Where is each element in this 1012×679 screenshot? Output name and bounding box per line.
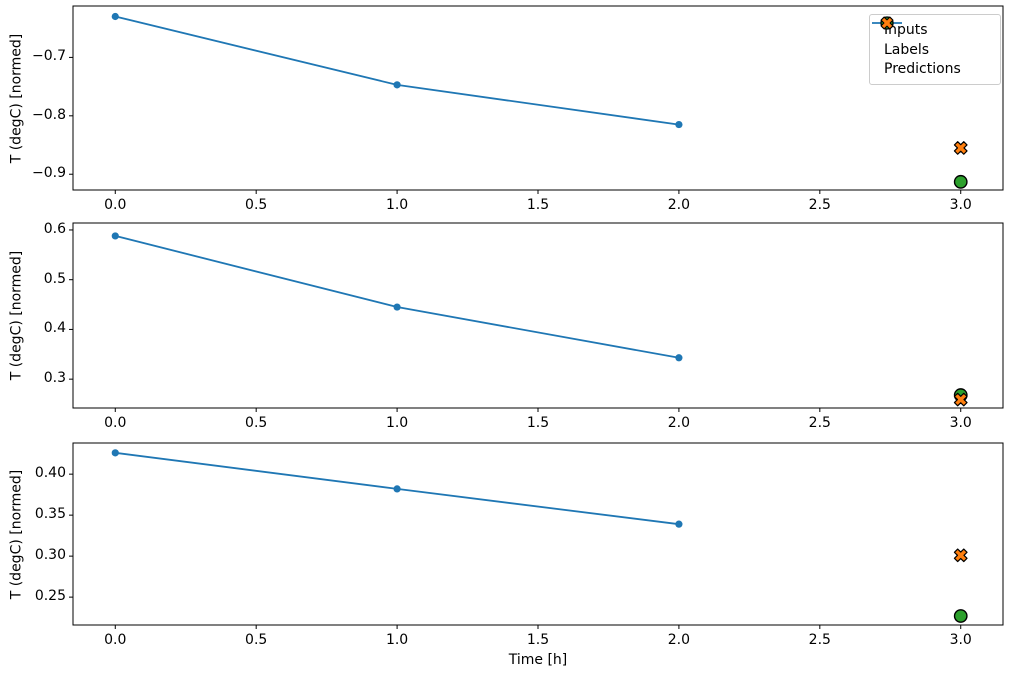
x-tick-label: 1.5 xyxy=(526,197,550,213)
y-tick-label: −0.9 xyxy=(32,165,66,182)
y-tick-label: 0.4 xyxy=(43,320,66,337)
legend-label: Labels xyxy=(884,41,930,58)
x-tick-label: 3.0 xyxy=(949,197,972,213)
predictions-marker xyxy=(953,548,968,563)
legend: Inputs Labels Predictions xyxy=(869,14,1001,85)
inputs-point-marker xyxy=(393,81,401,89)
y-axis-label: T (degC) [normed] xyxy=(8,469,25,599)
labels-marker xyxy=(953,174,968,189)
y-tick-label: −0.8 xyxy=(32,106,66,123)
x-tick-label: 0.0 xyxy=(104,632,127,648)
legend-label: Inputs xyxy=(884,21,928,38)
x-axis-label: Time [h] xyxy=(508,652,568,668)
x-tick-label: 2.5 xyxy=(808,415,831,431)
inputs-point-marker xyxy=(111,232,119,240)
x-tick-label: 2.0 xyxy=(667,197,691,213)
x-tick-label: 1.0 xyxy=(385,415,409,431)
inputs-point-marker xyxy=(393,303,401,311)
predictions-marker xyxy=(953,141,968,155)
predictions-marker xyxy=(953,392,968,407)
legend-predictions-marker-icon xyxy=(880,16,894,30)
labels-marker xyxy=(953,609,968,623)
x-tick-label: 3.0 xyxy=(949,415,972,431)
inputs-point-marker xyxy=(393,485,401,493)
y-axis-label: T (degC) [normed] xyxy=(8,250,25,381)
x-tick-label: 0.0 xyxy=(104,197,127,213)
y-tick-label: 0.6 xyxy=(43,220,66,237)
inputs-point-marker xyxy=(675,120,683,129)
x-tick-label: 3.0 xyxy=(949,632,972,648)
x-tick-label: 2.5 xyxy=(808,197,831,213)
y-tick-label: 0.25 xyxy=(34,588,66,605)
y-tick-label: 0.5 xyxy=(43,270,66,287)
x-tick-label: 0.0 xyxy=(104,415,127,431)
x-tick-label: 1.0 xyxy=(385,197,409,213)
y-axis-label: T (degC) [normed] xyxy=(8,33,25,163)
y-tick-label: 0.3 xyxy=(43,370,66,387)
axes-frame-1 xyxy=(72,5,1004,191)
x-tick-label: 2.0 xyxy=(667,632,691,648)
y-tick-label: 0.35 xyxy=(34,506,66,523)
inputs-point-marker xyxy=(675,354,683,362)
inputs-line xyxy=(114,234,680,359)
x-tick-label: 1.5 xyxy=(526,415,550,431)
legend-entry: Predictions xyxy=(877,16,993,79)
inputs-point-marker xyxy=(111,12,119,21)
x-tick-label: 0.5 xyxy=(245,632,268,648)
legend-entry: Labels xyxy=(877,16,993,60)
y-tick-label: 0.40 xyxy=(34,465,66,482)
legend-label: Predictions xyxy=(884,61,961,78)
inputs-point-marker xyxy=(675,520,683,528)
x-tick-label: 2.0 xyxy=(667,415,691,431)
x-tick-label: 1.5 xyxy=(526,632,550,648)
axes-frame-2 xyxy=(72,222,1004,409)
x-tick-label: 1.0 xyxy=(385,632,409,648)
inputs-line xyxy=(114,15,680,126)
inputs-point-marker xyxy=(111,449,119,457)
x-tick-label: 0.5 xyxy=(245,197,268,213)
y-tick-label: −0.7 xyxy=(32,48,66,65)
y-tick-label: 0.30 xyxy=(34,547,66,564)
x-tick-label: 2.5 xyxy=(808,632,831,648)
axes-frame-3 xyxy=(72,442,1004,626)
x-tick-label: 0.5 xyxy=(245,415,268,431)
